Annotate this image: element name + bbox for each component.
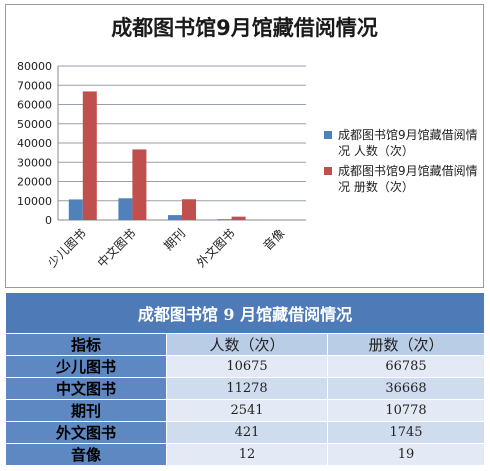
bar-volumes — [82, 91, 97, 220]
y-tick-label: 70000 — [17, 79, 52, 92]
y-tick-label: 30000 — [17, 156, 52, 169]
row-label: 外文图书 — [5, 421, 167, 444]
cell-volumes: 1745 — [327, 421, 485, 444]
bar-volumes — [182, 199, 196, 220]
legend-swatch-volumes — [324, 167, 332, 175]
cell-volumes: 19 — [327, 443, 485, 466]
cell-persons: 2541 — [166, 399, 328, 422]
y-tick-label: 10000 — [17, 195, 52, 208]
data-table-panel: 成都图书馆 9 月馆藏借阅情况 指标 人数（次） 册数（次） 少儿图书 1067… — [5, 292, 485, 466]
legend-swatch-persons — [324, 131, 332, 139]
x-tick-label: 少儿图书 — [45, 226, 89, 270]
table-row: 中文图书 11278 36668 — [5, 377, 485, 400]
chart-title: 成都图书馆9月馆藏借阅情况 — [111, 16, 378, 40]
bar-persons — [118, 198, 133, 220]
y-tick-label: 60000 — [17, 99, 52, 112]
y-tick-label: 20000 — [17, 176, 52, 189]
row-label: 音像 — [5, 443, 167, 466]
table-row: 少儿图书 10675 66785 — [5, 355, 485, 378]
cell-persons: 421 — [166, 421, 328, 444]
cell-volumes: 10778 — [327, 399, 485, 422]
table-header-row: 指标 人数（次） 册数（次） — [5, 333, 485, 356]
x-tick-label: 音像 — [260, 226, 288, 254]
cell-volumes: 66785 — [327, 355, 485, 378]
bar-chart: 0 10000 20000 30000 40000 50000 60000 70000 8000… — [17, 60, 306, 271]
header-indicator: 指标 — [5, 333, 167, 356]
table-row: 音像 12 19 — [5, 443, 485, 466]
cell-persons: 11278 — [166, 377, 328, 400]
bar-volumes — [132, 149, 147, 220]
data-table: 成都图书馆 9 月馆藏借阅情况 指标 人数（次） 册数（次） 少儿图书 1067… — [5, 292, 485, 466]
table-row: 外文图书 421 1745 — [5, 421, 485, 444]
x-tick-label: 中文图书 — [94, 226, 139, 271]
header-persons: 人数（次） — [166, 333, 328, 356]
bar-volumes — [231, 216, 246, 220]
table-title: 成都图书馆 9 月馆藏借阅情况 — [5, 292, 485, 334]
header-volumes: 册数（次） — [327, 333, 485, 356]
y-tick-label: 0 — [45, 214, 52, 227]
x-tick-label: 期刊 — [161, 226, 188, 253]
bar-persons — [68, 199, 83, 220]
table-row: 期刊 2541 10778 — [5, 399, 485, 422]
y-tick-label: 80000 — [17, 60, 52, 73]
y-tick-label: 40000 — [17, 137, 52, 150]
cell-volumes: 36668 — [327, 377, 485, 400]
cell-persons: 12 — [166, 443, 328, 466]
legend-label-volumes: 成都图书馆9月馆藏借阅情况 册数（次） — [338, 164, 478, 194]
legend-label-persons: 成都图书馆9月馆藏借阅情况 人数（次） — [338, 128, 478, 158]
row-label: 中文图书 — [5, 377, 167, 400]
y-tick-label: 50000 — [17, 118, 52, 131]
chart-panel: 成都图书馆9月馆藏借阅情况 0 10000 20000 30000 40000 50000… — [5, 4, 484, 288]
row-label: 少儿图书 — [5, 355, 167, 378]
x-tick-label: 外文图书 — [193, 226, 238, 271]
bar-persons — [168, 215, 182, 220]
cell-persons: 10675 — [166, 355, 328, 378]
row-label: 期刊 — [5, 399, 167, 422]
bar-persons — [217, 219, 232, 220]
